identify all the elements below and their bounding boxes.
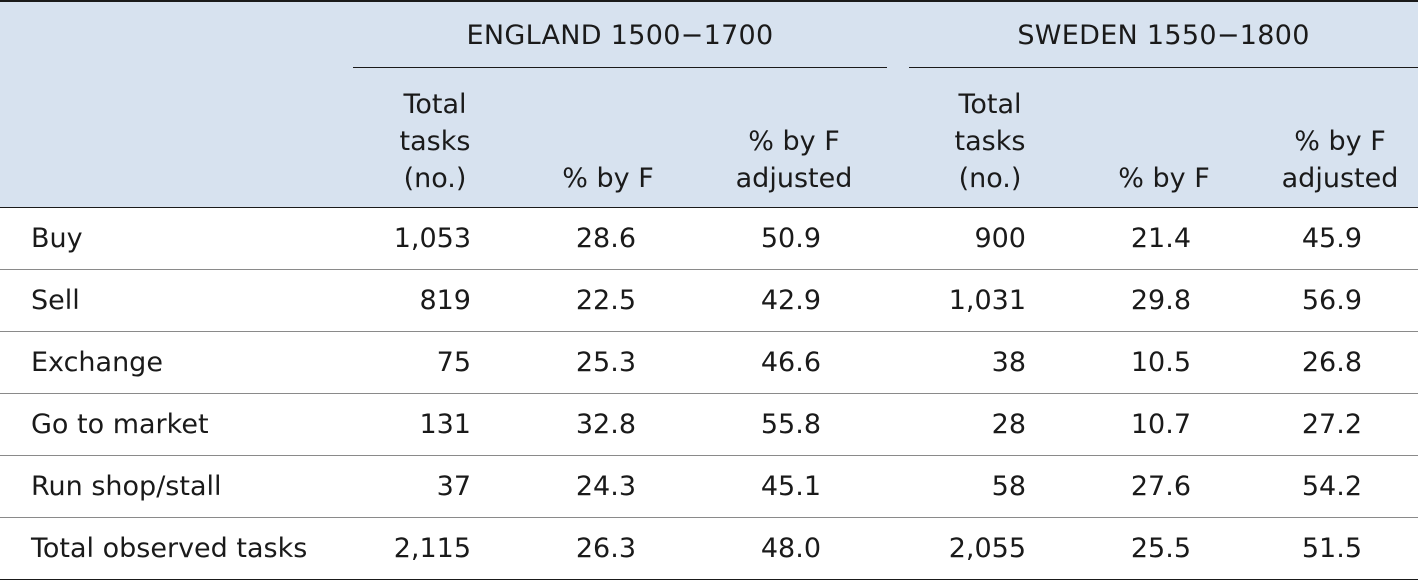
cell-england-total: 131 xyxy=(419,409,471,440)
cell-england-pct: 32.8 xyxy=(575,409,636,440)
col-head-line: (no.) xyxy=(958,163,1022,194)
table-row: Sell 819 22.5 42.9 1,031 29.8 56.9 xyxy=(0,270,1418,332)
table-row: Run shop/stall 37 24.3 45.1 58 27.6 54.2 xyxy=(0,456,1418,518)
cell-sweden-adjusted: 45.9 xyxy=(1301,223,1362,254)
row-label: Go to market xyxy=(31,409,209,440)
cell-sweden-pct: 29.8 xyxy=(1130,285,1191,316)
cell-england-adjusted: 50.9 xyxy=(760,223,821,254)
col-head-line: % by F xyxy=(1118,163,1210,194)
col-head-line: (no.) xyxy=(403,163,467,194)
cell-england-total: 819 xyxy=(419,285,471,316)
row-label: Total observed tasks xyxy=(31,533,308,564)
cell-england-total: 2,115 xyxy=(393,533,471,564)
cell-england-pct: 28.6 xyxy=(575,223,636,254)
cell-sweden-pct: 27.6 xyxy=(1130,471,1191,502)
cell-sweden-total: 2,055 xyxy=(948,533,1026,564)
cell-sweden-pct: 21.4 xyxy=(1130,223,1191,254)
col-head-england-total: Total tasks (no.) xyxy=(395,86,475,197)
col-head-line: tasks xyxy=(399,126,471,157)
cell-england-pct: 22.5 xyxy=(575,285,636,316)
col-head-england-pct: % by F xyxy=(550,160,666,197)
cell-sweden-pct: 10.5 xyxy=(1130,347,1191,378)
col-head-line: adjusted xyxy=(735,163,853,194)
group-rule-sweden xyxy=(909,67,1418,68)
cell-england-pct: 25.3 xyxy=(575,347,636,378)
cell-sweden-total: 1,031 xyxy=(948,285,1026,316)
col-head-sweden-pct: % by F xyxy=(1106,160,1222,197)
table-row-total: Total observed tasks 2,115 26.3 48.0 2,0… xyxy=(0,518,1418,580)
cell-england-adjusted: 46.6 xyxy=(760,347,821,378)
cell-sweden-adjusted: 56.9 xyxy=(1301,285,1362,316)
table-row: Buy 1,053 28.6 50.9 900 21.4 45.9 xyxy=(0,208,1418,270)
col-head-england-adjusted: % by F adjusted xyxy=(724,123,864,197)
row-label: Exchange xyxy=(31,347,163,378)
cell-sweden-adjusted: 51.5 xyxy=(1301,533,1362,564)
cell-england-adjusted: 48.0 xyxy=(760,533,821,564)
cell-england-pct: 24.3 xyxy=(575,471,636,502)
col-head-line: % by F xyxy=(1294,126,1386,157)
cell-sweden-adjusted: 54.2 xyxy=(1301,471,1362,502)
cell-sweden-adjusted: 27.2 xyxy=(1301,409,1362,440)
cell-sweden-pct: 25.5 xyxy=(1130,533,1191,564)
group-title-sweden: SWEDEN 1550−1800 xyxy=(1017,20,1310,51)
table-row: Go to market 131 32.8 55.8 28 10.7 27.2 xyxy=(0,394,1418,456)
row-label: Sell xyxy=(31,285,80,316)
cell-england-pct: 26.3 xyxy=(575,533,636,564)
col-head-line: adjusted xyxy=(1281,163,1399,194)
cell-sweden-total: 900 xyxy=(974,223,1026,254)
col-head-sweden-adjusted: % by F adjusted xyxy=(1270,123,1410,197)
col-head-line: tasks xyxy=(954,126,1026,157)
col-head-line: % by F xyxy=(748,126,840,157)
cell-sweden-total: 38 xyxy=(991,347,1026,378)
row-label: Run shop/stall xyxy=(31,471,222,502)
cell-sweden-pct: 10.7 xyxy=(1130,409,1191,440)
col-head-sweden-total: Total tasks (no.) xyxy=(950,86,1030,197)
row-label: Buy xyxy=(31,223,83,254)
group-rule-england xyxy=(353,67,887,68)
cell-england-total: 75 xyxy=(436,347,471,378)
cell-england-adjusted: 55.8 xyxy=(760,409,821,440)
cell-england-adjusted: 42.9 xyxy=(760,285,821,316)
col-head-line: % by F xyxy=(562,163,654,194)
cell-england-total: 37 xyxy=(436,471,471,502)
col-head-line: Total xyxy=(403,89,467,120)
col-head-line: Total xyxy=(958,89,1022,120)
table-header: ENGLAND 1500−1700 SWEDEN 1550−1800 Total… xyxy=(0,0,1418,208)
cell-sweden-adjusted: 26.8 xyxy=(1301,347,1362,378)
cell-england-total: 1,053 xyxy=(393,223,471,254)
cell-sweden-total: 28 xyxy=(991,409,1026,440)
table-row: Exchange 75 25.3 46.6 38 10.5 26.8 xyxy=(0,332,1418,394)
cell-sweden-total: 58 xyxy=(991,471,1026,502)
group-title-england: ENGLAND 1500−1700 xyxy=(466,20,774,51)
cell-england-adjusted: 45.1 xyxy=(760,471,821,502)
